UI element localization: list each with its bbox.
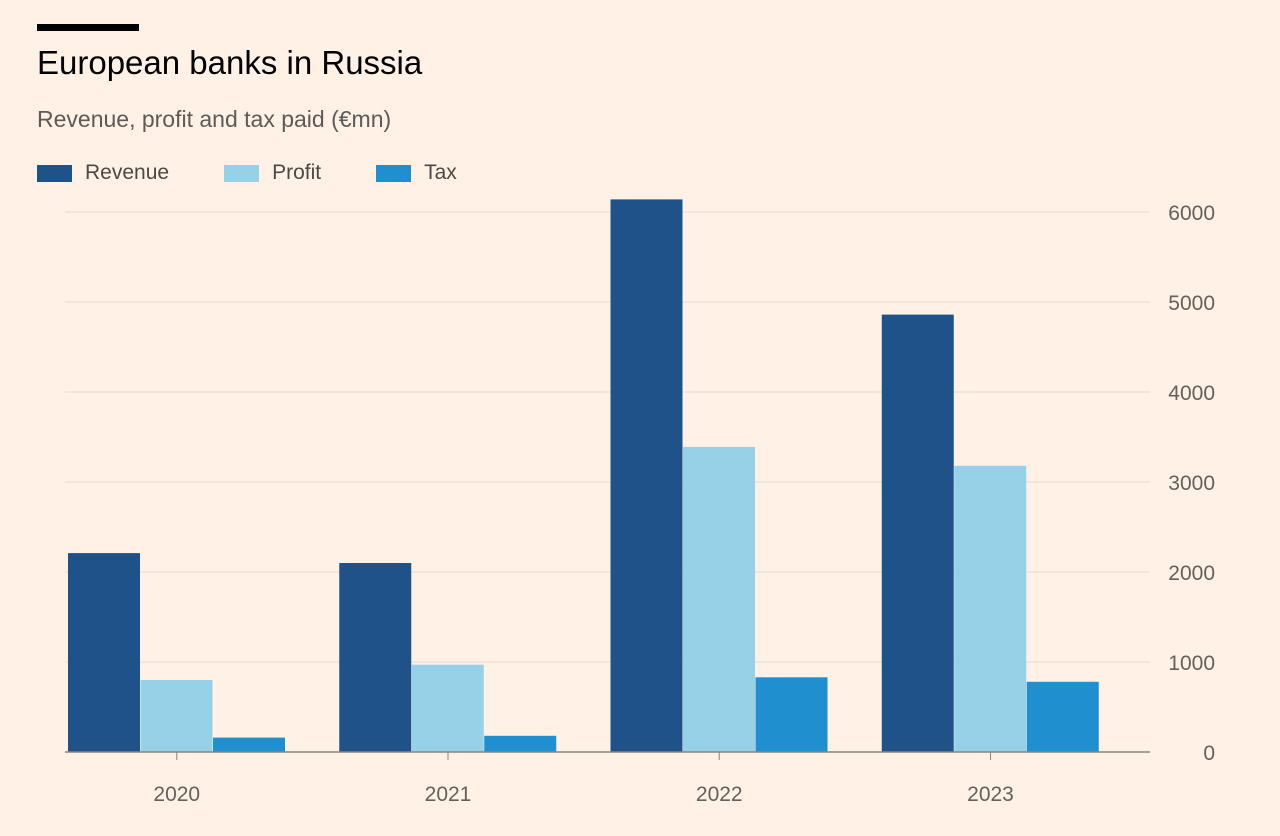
chart-subtitle: Revenue, profit and tax paid (€mn) bbox=[37, 106, 392, 132]
bar-tax-2022 bbox=[755, 677, 828, 752]
header-rule bbox=[37, 24, 139, 31]
legend-label-profit: Profit bbox=[272, 161, 322, 184]
bar-revenue-2023 bbox=[881, 314, 954, 752]
x-tick-label: 2023 bbox=[967, 783, 1014, 806]
chart-legend: Revenue Profit Tax bbox=[37, 160, 512, 186]
y-tick-label: 6000 bbox=[1168, 202, 1215, 225]
bar-profit-2022 bbox=[683, 446, 755, 752]
legend-swatch-profit bbox=[224, 164, 260, 182]
bar-tax-2020 bbox=[213, 737, 285, 752]
legend-label-tax: Tax bbox=[424, 161, 457, 184]
legend-item-tax: Tax bbox=[376, 161, 457, 185]
bar-revenue-2022 bbox=[610, 199, 683, 752]
y-tick-label: 3000 bbox=[1168, 472, 1215, 495]
legend-label-revenue: Revenue bbox=[85, 161, 170, 184]
bar-tax-2021 bbox=[484, 735, 557, 752]
legend-item-profit: Profit bbox=[224, 161, 321, 185]
x-tick-label: 2021 bbox=[425, 783, 472, 806]
legend-swatch-revenue bbox=[37, 164, 72, 182]
y-tick-label: 4000 bbox=[1168, 382, 1215, 405]
bar-tax-2023 bbox=[1026, 681, 1099, 752]
legend-swatch-tax bbox=[376, 164, 412, 182]
legend-item-revenue: Revenue bbox=[37, 161, 169, 185]
y-tick-label: 2000 bbox=[1168, 562, 1215, 585]
bar-revenue-2020 bbox=[68, 553, 140, 752]
y-tick-label: 5000 bbox=[1168, 292, 1215, 315]
y-tick-label: 1000 bbox=[1168, 652, 1215, 675]
chart-title: European banks in Russia bbox=[37, 44, 423, 81]
y-tick-label: 0 bbox=[1203, 742, 1215, 765]
bar-profit-2020 bbox=[140, 680, 213, 752]
x-tick-label: 2020 bbox=[153, 783, 200, 806]
x-tick-label: 2022 bbox=[696, 783, 743, 806]
bar-profit-2021 bbox=[411, 664, 484, 752]
bar-profit-2023 bbox=[954, 465, 1027, 752]
bar-revenue-2021 bbox=[339, 563, 412, 752]
